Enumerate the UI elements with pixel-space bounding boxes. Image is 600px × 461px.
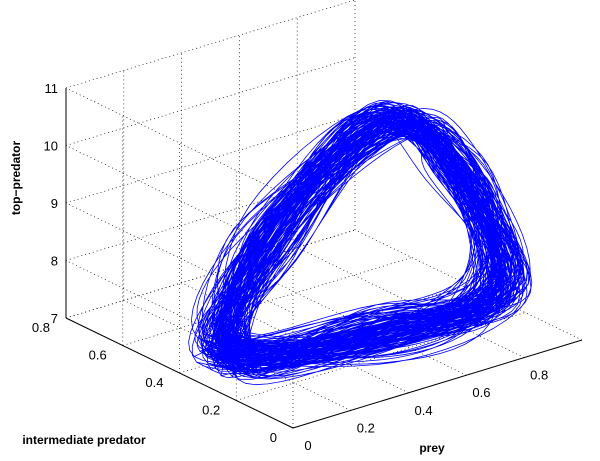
back-wall-grid-line — [65, 0, 356, 89]
x-tick-label: 0 — [304, 438, 311, 453]
z-axis-label: top−predator — [9, 141, 23, 216]
y-tick-label: 0.2 — [202, 403, 220, 418]
x-tick-label: 0.6 — [472, 385, 490, 400]
y-axis-label: intermediate predator — [22, 433, 146, 447]
z-tick-label: 11 — [45, 81, 59, 96]
y-tick-label: 0 — [270, 430, 277, 445]
z-tick-label: 7 — [51, 311, 58, 326]
left-wall-grid-line — [65, 87, 294, 199]
y-axis-line — [65, 317, 294, 429]
x-tick-label: 0.4 — [415, 403, 433, 418]
axes — [65, 88, 583, 429]
x-tick-label: 0.2 — [357, 420, 375, 435]
z-tick-label: 10 — [44, 139, 58, 154]
back-wall-grid-line — [65, 57, 356, 146]
series-line — [188, 100, 533, 386]
x-tick-label: 0.8 — [530, 368, 548, 383]
y-tick-label: 0.8 — [32, 320, 50, 335]
x-axis-line — [292, 339, 583, 429]
z-tick-label: 8 — [51, 254, 58, 269]
y-tick-label: 0.6 — [89, 348, 107, 363]
y-tick-label: 0.4 — [145, 375, 163, 390]
x-axis-label: prey — [419, 441, 445, 455]
z-tick-label: 9 — [51, 196, 58, 211]
back-wall-grid-line — [65, 229, 356, 319]
trajectory — [188, 100, 533, 386]
